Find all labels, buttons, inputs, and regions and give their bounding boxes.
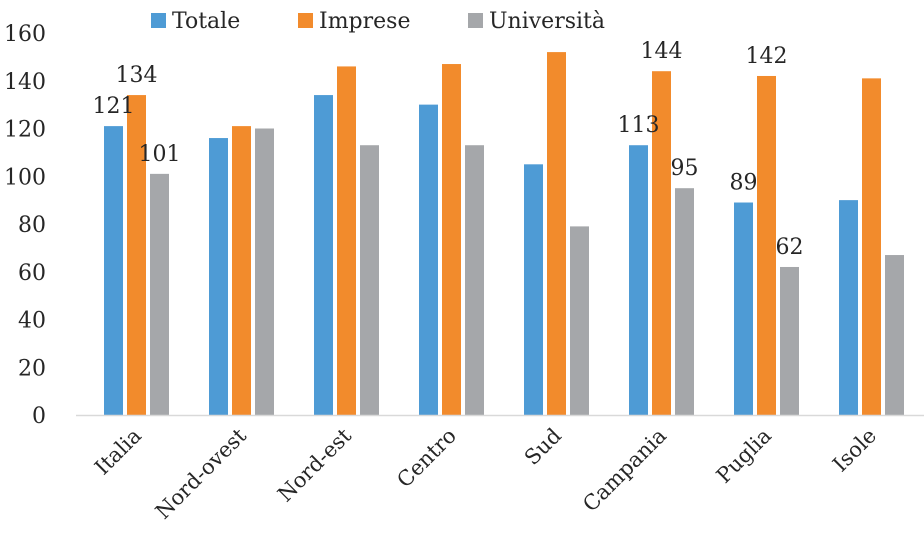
- legend-label: Totale: [172, 9, 240, 34]
- bar-totale-isole: [839, 200, 858, 415]
- y-tick-label: 100: [4, 165, 46, 190]
- bar-universit--nord-est: [360, 145, 379, 415]
- bars: [104, 52, 904, 416]
- bar-imprese-centro: [442, 64, 461, 415]
- bar-totale-nord-est: [314, 95, 333, 415]
- data-label: 121: [93, 94, 135, 119]
- bar-imprese-isole: [862, 78, 881, 416]
- data-label: 113: [618, 113, 660, 138]
- bar-universit--campania: [675, 188, 694, 415]
- bar-universit--puglia: [780, 266, 799, 415]
- bar-universit--centro: [465, 145, 484, 415]
- x-axis-category-labels: Italia Nord-ovest Nord-est Centro Sud Campani…: [90, 423, 881, 524]
- legend: Totale Imprese Università: [151, 9, 605, 34]
- y-axis-ticks: 0 20 40 60 80 100 120 140 160: [4, 22, 46, 429]
- legend-swatch: [468, 13, 483, 28]
- bar-totale-sud: [524, 164, 543, 415]
- y-tick-label: 60: [18, 261, 46, 286]
- legend-label: Imprese: [319, 9, 410, 34]
- legend-label: Università: [489, 9, 605, 34]
- bar-universit--nord-ovest: [255, 128, 274, 415]
- bar-universit--sud: [570, 226, 589, 415]
- bar-universit--italia: [150, 173, 169, 415]
- data-label: 62: [776, 235, 804, 260]
- bar-totale-nord-ovest: [209, 138, 228, 416]
- bar-imprese-italia: [127, 95, 146, 415]
- x-category-label: Puglia: [712, 424, 776, 488]
- y-tick-label: 20: [18, 356, 46, 381]
- y-tick-label: 40: [18, 309, 46, 334]
- bar-totale-puglia: [734, 202, 753, 415]
- x-category-label: Nord-ovest: [151, 423, 252, 524]
- x-category-label: Sud: [520, 424, 566, 470]
- data-label: 95: [671, 156, 699, 181]
- bar-imprese-sud: [547, 52, 566, 415]
- y-tick-label: 140: [4, 70, 46, 95]
- bar-imprese-nord-ovest: [232, 126, 251, 416]
- bar-totale-centro: [419, 104, 438, 415]
- x-category-label: Isole: [828, 424, 881, 477]
- bar-imprese-puglia: [757, 75, 776, 415]
- data-labels: 121 134 101 113 144 95 89 142 62: [93, 39, 804, 260]
- data-label: 134: [116, 63, 158, 88]
- bar-totale-italia: [104, 126, 123, 416]
- y-tick-label: 120: [4, 118, 46, 143]
- x-category-label: Centro: [392, 424, 461, 493]
- y-tick-label: 160: [4, 22, 46, 47]
- legend-swatch: [298, 13, 313, 28]
- data-label: 101: [139, 142, 181, 167]
- bar-imprese-nord-est: [337, 66, 356, 416]
- bar-imprese-campania: [652, 71, 671, 415]
- y-tick-label: 80: [18, 213, 46, 238]
- data-label: 142: [746, 44, 788, 69]
- data-label: 144: [641, 39, 683, 64]
- y-tick-label: 0: [32, 404, 46, 429]
- x-category-label: Campania: [578, 424, 671, 517]
- legend-swatch: [151, 13, 166, 28]
- x-category-label: Nord-est: [273, 423, 356, 506]
- x-category-label: Italia: [90, 424, 146, 480]
- bar-totale-campania: [629, 145, 648, 415]
- bar-universit--isole: [885, 255, 904, 415]
- data-label: 89: [730, 171, 758, 196]
